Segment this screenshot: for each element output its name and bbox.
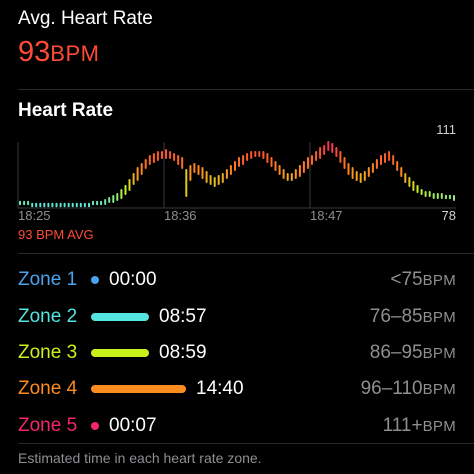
zone-label: Zone 3: [18, 342, 78, 363]
avg-heart-rate-title: Avg. Heart Rate: [18, 8, 153, 29]
zone-bar: [91, 422, 99, 430]
avg-heart-rate-number: 93: [18, 36, 51, 68]
zone-range: 76–85BPM: [369, 306, 456, 327]
zone-time: 00:07: [109, 415, 157, 436]
zone-bar: [91, 276, 99, 284]
zone-label: Zone 4: [18, 378, 78, 399]
avg-bpm-label: 93 BPM AVG: [18, 227, 94, 242]
divider-middle: [18, 253, 474, 254]
zone-bar: [91, 313, 149, 321]
zone-row-5[interactable]: Zone 5 00:07 111+BPM: [18, 411, 456, 441]
zone-row-3[interactable]: Zone 3 08:59 86–95BPM: [18, 338, 456, 368]
zones-footnote: Estimated time in each heart rate zone.: [18, 450, 262, 466]
zone-label: Zone 2: [18, 306, 78, 327]
zone-range: 111+BPM: [382, 415, 456, 436]
avg-heart-rate-unit: BPM: [50, 41, 100, 66]
zone-range: 86–95BPM: [369, 342, 456, 363]
zone-row-2[interactable]: Zone 2 08:57 76–85BPM: [18, 302, 456, 332]
zone-time: 00:00: [109, 269, 157, 290]
heart-rate-section-title: Heart Rate: [18, 100, 114, 121]
zone-time: 08:59: [159, 342, 207, 363]
x-tick-label: 18:36: [164, 208, 197, 223]
zone-row-4[interactable]: Zone 4 14:40 96–110BPM: [18, 374, 456, 404]
divider-top: [18, 89, 474, 90]
zone-bar: [91, 385, 186, 393]
x-tick-label: 18:25: [18, 208, 51, 223]
zone-time: 14:40: [196, 378, 244, 399]
avg-heart-rate-value: 93BPM: [18, 36, 99, 69]
zone-range: <75BPM: [390, 269, 456, 290]
divider-bottom: [18, 443, 474, 444]
zone-label: Zone 5: [18, 415, 78, 436]
zone-row-1[interactable]: Zone 1 00:00 <75BPM: [18, 265, 456, 295]
heart-rate-chart[interactable]: 111 78 18:25 18:36 18:47: [0, 118, 474, 248]
heart-rate-chart-svg: [17, 141, 456, 209]
zone-time: 08:57: [159, 306, 207, 327]
y-min-label: 78: [441, 208, 456, 223]
zone-bar: [91, 349, 149, 357]
y-max-label: 111: [436, 122, 456, 137]
zone-label: Zone 1: [18, 269, 78, 290]
x-tick-label: 18:47: [310, 208, 343, 223]
zone-range: 96–110BPM: [360, 378, 456, 399]
